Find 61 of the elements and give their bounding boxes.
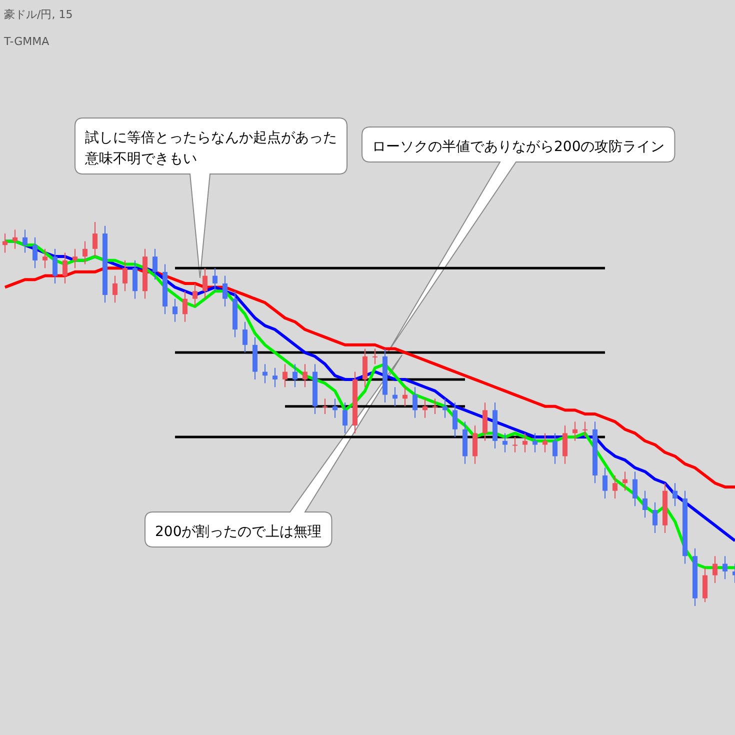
candlestick [132,260,138,300]
candlestick [702,567,708,603]
candlestick [712,556,718,584]
candlestick [42,248,48,269]
candlestick [422,398,428,418]
subtitle: T-GMMA [4,35,50,48]
candlestick [222,275,228,307]
candlestick [522,432,528,453]
candlestick [652,502,658,534]
candlestick [442,398,448,418]
candlestick [512,436,518,453]
candlestick [192,282,198,307]
candlestick [562,425,568,464]
candlestick [22,229,28,254]
candlestick [672,482,678,507]
candlestick [152,248,158,280]
candlestick [582,421,588,438]
candlestick [432,398,438,414]
candlestick [402,386,408,407]
candlestick [482,402,488,442]
candlestick [412,386,418,418]
candlestick [32,236,38,269]
title: 豪ドル/円, 15 [4,8,73,21]
candlestick [452,402,458,438]
candlestick [342,402,348,434]
candlestick [292,364,298,388]
candlestick [622,471,628,492]
candlestick [182,290,188,322]
candlestick [542,432,548,453]
candlestick [322,398,328,414]
candlestick [12,229,18,250]
candlestick [362,348,368,388]
candlestick [552,432,558,464]
candlestick [242,321,248,354]
candlestick [612,474,618,499]
candlestick [642,490,648,518]
candlestick [52,248,58,284]
candlestick [392,386,398,407]
candlestick [272,367,278,388]
candlestick [282,364,288,388]
candlestick [2,233,8,254]
candlestick [502,432,508,453]
candlestick [572,421,578,442]
candlestick [602,467,608,499]
candlestick [302,364,308,388]
candlestick [472,425,478,464]
candlestick [92,222,98,258]
candlestick [372,348,378,365]
candlestick [632,471,638,507]
candlestick [112,275,118,304]
candlestick [72,248,78,269]
candlestick [172,298,178,322]
candlestick [82,240,88,265]
candlestick [212,268,218,292]
candlestick [722,556,728,580]
candlestick [332,398,338,418]
candlestick [262,364,268,384]
candlestick [122,260,128,292]
candlestick [532,432,538,453]
candlestick [62,252,68,284]
candlestick [202,268,208,300]
